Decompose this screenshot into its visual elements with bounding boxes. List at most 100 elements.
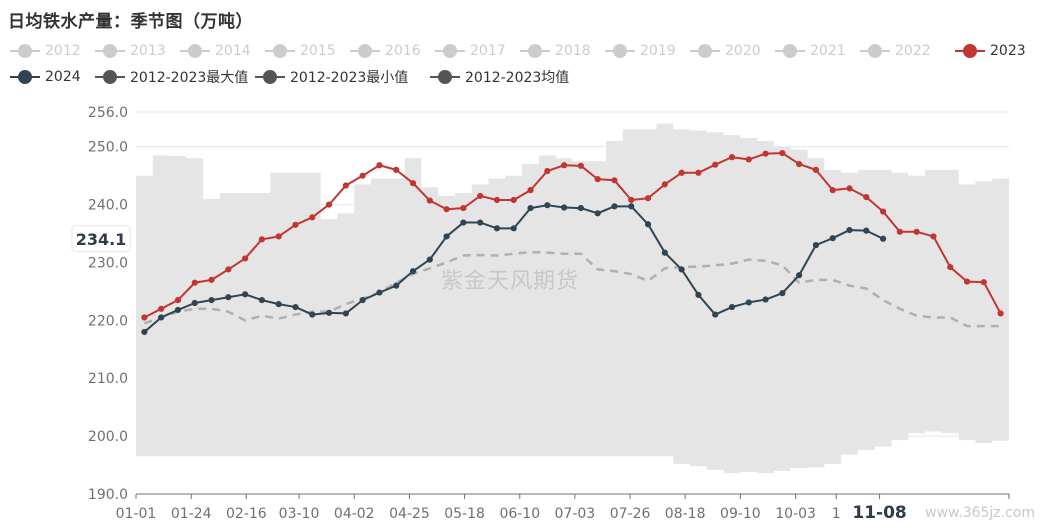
data-point-2024	[174, 306, 182, 314]
y-tick-label: 240.0	[88, 198, 128, 214]
legend-line-circle-icon	[955, 43, 985, 59]
data-point-2023	[661, 181, 668, 188]
data-point-2023	[913, 228, 920, 235]
legend-item-2013[interactable]: 2013	[95, 41, 166, 61]
data-point-2023	[997, 310, 1004, 317]
legend-item-2016[interactable]: 2016	[350, 41, 421, 61]
data-point-2024	[376, 289, 383, 296]
data-point-2023	[359, 172, 366, 179]
legend-line-circle-icon	[430, 69, 460, 85]
x-tick-label: 03-10	[279, 506, 320, 522]
data-point-2023	[460, 204, 467, 212]
data-point-2023	[796, 160, 803, 168]
chart-title: 日均铁水产量：季节图（万吨）	[8, 12, 253, 32]
legend-label: 2014	[215, 43, 251, 59]
legend-line-circle-icon	[860, 43, 890, 59]
legend-item-2015[interactable]: 2015	[265, 41, 336, 61]
data-point-2024	[628, 203, 635, 210]
legend-item-2024[interactable]: 2024	[10, 67, 81, 87]
legend-item-2014[interactable]: 2014	[180, 41, 251, 61]
data-point-2024	[863, 227, 870, 234]
legend-item-2012-2023均值[interactable]: 2012-2023均值	[430, 67, 569, 87]
legend-label: 2017	[470, 43, 506, 59]
x-tick-label: 08-18	[665, 506, 706, 522]
legend-label: 2012	[45, 43, 81, 59]
data-point-2024	[191, 299, 198, 307]
data-point-2024	[258, 297, 266, 304]
legend-item-2018[interactable]: 2018	[520, 41, 591, 61]
legend-item-2019[interactable]: 2019	[605, 41, 676, 61]
data-point-2024	[577, 204, 584, 212]
legend-line-circle-icon	[180, 43, 210, 59]
y-tick-label: 256.0	[88, 105, 128, 121]
data-point-2024	[846, 226, 853, 234]
data-point-2023	[879, 208, 887, 215]
data-point-2023	[158, 305, 165, 312]
legend-label: 2022	[895, 43, 931, 59]
legend-label: 2018	[555, 43, 591, 59]
legend-label: 2024	[45, 69, 81, 85]
legend-item-2022[interactable]: 2022	[860, 41, 931, 61]
data-point-2023	[577, 162, 584, 169]
data-point-2024	[292, 303, 299, 311]
data-point-2024	[158, 314, 165, 321]
data-point-2024	[141, 328, 148, 336]
legend-line-circle-icon	[520, 43, 550, 59]
data-point-2024	[695, 291, 702, 298]
data-point-2024	[712, 311, 719, 318]
data-point-2024	[225, 294, 232, 301]
data-point-2024	[745, 299, 752, 306]
series-line-2023	[143, 152, 1002, 319]
data-point-2024	[393, 282, 400, 289]
legend-line-circle-icon	[605, 43, 635, 59]
x-tick-label: 01-01	[116, 506, 157, 522]
data-point-2024	[443, 233, 450, 240]
legend-label: 2012-2023最小值	[290, 70, 409, 86]
legend-line-circle-icon	[10, 69, 40, 85]
data-point-2024	[242, 291, 249, 298]
legend-item-2012-2023最大值[interactable]: 2012-2023最大值	[95, 67, 248, 87]
data-point-2024	[426, 256, 433, 263]
axis-pointer-value: 234.1	[76, 230, 127, 249]
legend-item-2021[interactable]: 2021	[775, 41, 846, 61]
data-point-2023	[225, 266, 232, 273]
data-point-2023	[309, 214, 316, 221]
data-point-2023	[779, 149, 786, 157]
data-point-2023	[930, 233, 937, 240]
data-point-2023	[829, 187, 836, 194]
legend-line-circle-icon	[10, 43, 40, 59]
legend-item-2023[interactable]: 2023	[955, 41, 1026, 61]
legend-label: 2015	[300, 43, 336, 59]
data-point-2023	[947, 264, 954, 271]
data-point-2023	[678, 169, 685, 176]
data-point-2024	[460, 219, 467, 226]
legend-item-2012-2023最小值[interactable]: 2012-2023最小值	[255, 67, 408, 87]
data-point-2023	[409, 180, 417, 187]
data-point-2023	[242, 255, 249, 262]
data-point-2023	[493, 196, 501, 204]
legend-item-2017[interactable]: 2017	[435, 41, 506, 61]
y-tick-label: 210.0	[88, 371, 128, 387]
x-tick-label: 04-25	[389, 506, 430, 522]
data-point-2024	[611, 203, 618, 210]
data-point-2023	[376, 162, 383, 169]
data-point-2023	[527, 187, 534, 194]
data-point-2024	[779, 290, 786, 297]
data-point-2023	[611, 177, 618, 184]
legend-item-2020[interactable]: 2020	[690, 41, 761, 61]
legend-item-2012[interactable]: 2012	[10, 41, 81, 61]
data-point-2024	[309, 311, 316, 318]
legend: 2012 2013 2014 2015 2016 2017 2018 2019 2020 2021…	[0, 38, 1041, 90]
data-point-2023	[325, 201, 333, 208]
data-point-2024	[208, 297, 215, 304]
y-tick-label: 250.0	[88, 140, 128, 156]
data-point-2024	[342, 310, 349, 317]
max-min-band	[136, 123, 1009, 474]
data-point-2023	[980, 279, 987, 286]
data-point-2023	[191, 279, 198, 286]
data-point-2023	[728, 154, 736, 161]
data-point-2023	[477, 192, 484, 200]
y-tick-label: 190.0	[88, 487, 128, 503]
legend-label: 2019	[640, 43, 676, 59]
